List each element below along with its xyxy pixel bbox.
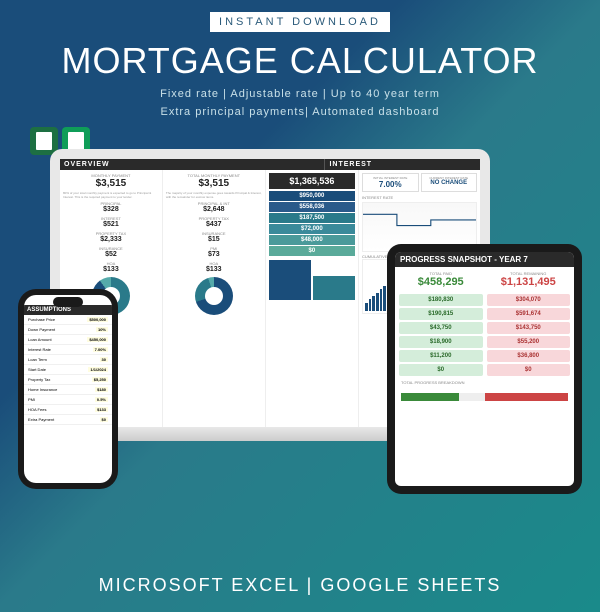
paid-pill: $11,200 (399, 350, 483, 362)
paid-pill: $43,750 (399, 322, 483, 334)
banner: INSTANT DOWNLOAD (210, 12, 390, 32)
remaining-pill: $36,800 (487, 350, 571, 362)
paid-pill: $18,900 (399, 336, 483, 348)
interest-header: INTEREST (324, 159, 480, 170)
breakdown-item: HOA$133 (63, 261, 159, 273)
breakdown-item: PROPERTY TAX$437 (166, 216, 262, 228)
assumption-row: Purchase Price$500,000 (24, 315, 112, 325)
total-paid: TOTAL PAID $458,295 (399, 271, 483, 288)
breakdown-item: PRINCIPAL$328 (63, 201, 159, 213)
overview-col-3: $1,365,536 $950,000$558,036$187,500$72,0… (266, 170, 359, 429)
device-stage: OVERVIEW INTEREST MONTHLY PAYMENT $3,515… (0, 139, 600, 519)
tablet: PROGRESS SNAPSHOT - YEAR 7 TOTAL PAID $4… (387, 244, 582, 494)
current-rate: CURRENT INTEREST RATE NO CHANGE (421, 173, 478, 192)
breakdown-item: INTEREST$521 (63, 216, 159, 228)
breakdown-item: INSURANCE$52 (63, 246, 159, 258)
chart-bar (380, 289, 383, 311)
initial-rate: INITIAL INTEREST RATE 7.00% (362, 173, 419, 192)
assumption-row: HOA Fees$133 (24, 405, 112, 415)
breakdown-item: PMI$73 (166, 246, 262, 258)
subtitle-line-1: Fixed rate | Adjustable rate | Up to 40 … (0, 86, 600, 104)
phone-screen: ASSUMPTIONS Purchase Price$500,000Down P… (24, 295, 112, 483)
subtitle-line-2: Extra principal payments| Automated dash… (0, 104, 600, 122)
paid-pill: $190,815 (399, 308, 483, 320)
progress-label: TOTAL PROGRESS BREAKDOWN (395, 378, 574, 387)
remaining-pill: $591,674 (487, 308, 571, 320)
assumption-row: Extra Payment$0 (24, 415, 112, 425)
total-monthly-payment: TOTAL MONTHLY PAYMENT $3,515 (166, 173, 262, 189)
remaining-pill: $143,750 (487, 322, 571, 334)
chart-bar (376, 293, 379, 311)
assumption-row: Loan Term30 (24, 355, 112, 365)
breakdown-item: INSURANCE$15 (166, 231, 262, 243)
chart-bar (365, 303, 368, 311)
donut-chart-2 (195, 277, 233, 315)
assumption-row: Property Tax$5,250 (24, 375, 112, 385)
paid-column: $180,830 $190,815 $43,750 $18,900 $11,200 $0 (399, 292, 483, 378)
monthly-payment: MONTHLY PAYMENT $3,515 (63, 173, 159, 189)
overview-col-2: TOTAL MONTHLY PAYMENT $3,515 The majorit… (163, 170, 266, 429)
assumptions-header: ASSUMPTIONS (24, 305, 112, 315)
desc-1: 80% of your total monthly payment is exp… (63, 192, 159, 199)
overview-header: OVERVIEW (60, 159, 324, 170)
assumption-row: Home Insurance$180 (24, 385, 112, 395)
desc-2: The majority of your monthly expense goe… (166, 192, 262, 199)
remaining-pill: $304,070 (487, 294, 571, 306)
cost-bar: $950,000 (269, 191, 355, 201)
breakdown-item: PROPERTY TAX$2,333 (63, 231, 159, 243)
assumption-row: Down Payment10% (24, 325, 112, 335)
footer: MICROSOFT EXCEL | GOOGLE SHEETS (0, 575, 600, 596)
title: MORTGAGE CALCULATOR (0, 40, 600, 82)
assumption-row: Interest Rate7.00% (24, 345, 112, 355)
cost-bar: $187,500 (269, 213, 355, 223)
assumption-row: PMI0.5% (24, 395, 112, 405)
cost-bar: $558,036 (269, 202, 355, 212)
stacked-bar (269, 260, 311, 300)
subtitle: Fixed rate | Adjustable rate | Up to 40 … (0, 86, 600, 121)
chart-bar (369, 299, 372, 311)
paid-pill: $180,830 (399, 294, 483, 306)
tablet-screen: PROGRESS SNAPSHOT - YEAR 7 TOTAL PAID $4… (395, 252, 574, 486)
remaining-column: $304,070 $591,674 $143,750 $55,200 $36,800 $0 (487, 292, 571, 378)
chart-bar (383, 286, 386, 311)
breakdown-item: HOA$133 (166, 261, 262, 273)
cost-bar: $72,000 (269, 224, 355, 234)
stacked-bar (313, 276, 355, 300)
breakdown-item: PRINCIPAL & INT$2,648 (166, 201, 262, 213)
phone: ASSUMPTIONS Purchase Price$500,000Down P… (18, 289, 118, 489)
cost-bar: $0 (269, 246, 355, 256)
total-remaining: TOTAL REMAINING $1,131,495 (487, 271, 571, 288)
cost-bar: $48,000 (269, 235, 355, 245)
chart-bar (372, 296, 375, 311)
remaining-pill: $55,200 (487, 336, 571, 348)
chart1-label: INTEREST RATE (362, 195, 477, 200)
paid-pill: $0 (399, 364, 483, 376)
total-cost: $1,365,536 (269, 173, 355, 189)
remaining-pill: $0 (487, 364, 571, 376)
progress-bar (401, 393, 568, 401)
assumption-row: Loan Amount$450,000 (24, 335, 112, 345)
progress-header: PROGRESS SNAPSHOT - YEAR 7 (395, 252, 574, 267)
assumption-row: Start Date1/1/2024 (24, 365, 112, 375)
